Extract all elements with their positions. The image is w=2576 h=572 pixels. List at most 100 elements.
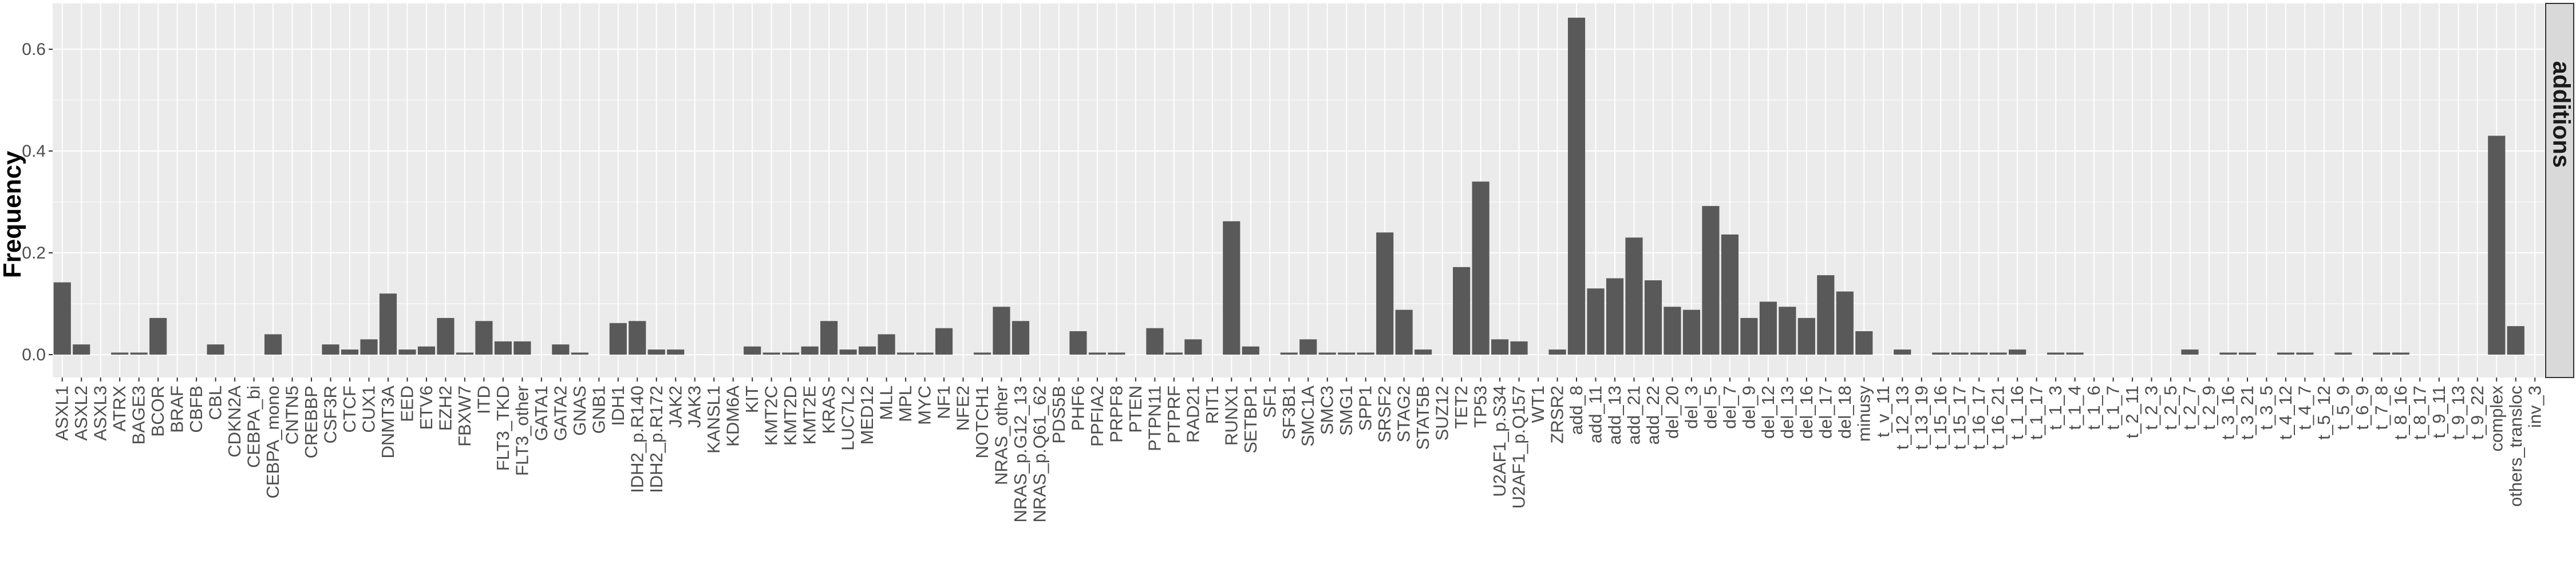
x-tick-label: CBL [206, 386, 226, 420]
bar-t_4_12 [2277, 352, 2295, 355]
bar-add_22 [1644, 280, 1662, 355]
x-tick-label: ITD [473, 386, 493, 414]
bar-KMT2C [762, 352, 780, 355]
x-tick-label: MPL [895, 386, 915, 422]
x-tick-label: t_8_17 [2409, 386, 2429, 440]
y-tick-label: 0.4 [22, 142, 46, 161]
bar-del_7 [1721, 234, 1739, 355]
x-tick-label: t_13_19 [1911, 386, 1931, 450]
x-tick-label: t_2_7 [2180, 386, 2200, 430]
bar-t_7_8 [2373, 352, 2391, 355]
bar-IDH1 [609, 323, 627, 355]
x-tick-label: t_16_21 [1988, 386, 2008, 450]
bar-t_5_9 [2334, 352, 2352, 355]
x-tick-label: CDKN2A [224, 386, 244, 458]
bar-TP53 [1472, 181, 1490, 355]
bar-del_5 [1702, 206, 1720, 355]
bar-EZH2 [437, 317, 455, 355]
x-tick-label: ASXL3 [90, 386, 110, 441]
x-tick-label: add_8 [1566, 386, 1586, 435]
bars [53, 17, 2524, 355]
x-tick-label: FLT3_other [512, 386, 532, 476]
x-tick-label: SUZ12 [1432, 386, 1452, 440]
x-tick-label: CEBPA_mono [263, 386, 283, 499]
x-tick-label: PHF6 [1068, 386, 1088, 431]
x-tick-label: t_7_8 [2371, 386, 2391, 430]
x-tick-label: t_9_13 [2448, 386, 2468, 440]
x-tick-label: SRSF2 [1374, 386, 1394, 443]
bar-MPL [896, 352, 915, 355]
x-tick-label: t_8_16 [2391, 386, 2411, 440]
x-tick-label: PTPN11 [1144, 386, 1164, 451]
x-tick-label: NFE2 [953, 386, 973, 431]
bar-ATRX [111, 352, 129, 355]
bar-t_3_16 [2219, 352, 2237, 355]
bar-t_2_7 [2181, 349, 2199, 355]
x-tick-label: t_9_11 [2429, 386, 2449, 439]
x-tick-label: t_4_12 [2275, 386, 2296, 440]
bar-CEBPA_mono [264, 334, 282, 355]
y-axis-ticks: 0.0 0.2 0.4 0.6 [22, 40, 53, 364]
bar-SPP1 [1357, 352, 1374, 355]
x-tick-label: BCOR [148, 386, 168, 437]
x-tick-label: add_22 [1643, 386, 1663, 444]
bar-CBL [207, 344, 224, 355]
x-tick-label: t_16_17 [1969, 386, 1989, 450]
x-tick-label: KMT2D [780, 386, 800, 446]
x-tick-label: CTCF [339, 386, 359, 433]
bar-CSF3R [322, 344, 339, 355]
x-tick-label: EED [397, 386, 417, 422]
x-tick-label: CEBPA_bi [244, 386, 264, 468]
x-tick-label: PDS5B [1049, 386, 1069, 444]
x-tick-label: add_11 [1586, 386, 1606, 443]
bar-KMT2D [782, 352, 800, 355]
bar-t_4_7 [2296, 352, 2314, 355]
x-tick-label: RIT1 [1202, 386, 1222, 424]
bar-others_transloc [2507, 326, 2524, 355]
bar-t_3_21 [2238, 352, 2257, 355]
x-tick-label: t_v_11 [1873, 386, 1893, 438]
x-tick-label: WT1 [1528, 386, 1548, 423]
bar-NOTCH1 [973, 352, 991, 355]
bar-PPFIA2 [1088, 352, 1106, 355]
x-tick-label: KMT2C [761, 386, 781, 446]
x-tick-label: STAT5B [1413, 386, 1433, 450]
x-tick-label: del_20 [1662, 386, 1682, 439]
x-tick-label: IDH2_p.R172 [646, 386, 666, 493]
bar-t_1_3 [2047, 352, 2065, 355]
x-tick-label: IDH1 [608, 386, 628, 426]
bar-minusy [1855, 331, 1873, 355]
bar-add_13 [1606, 278, 1624, 355]
bar-SF3B1 [1280, 352, 1298, 355]
bar-DNMT3A [379, 293, 397, 355]
x-tick-label: RUNX1 [1221, 386, 1241, 446]
bar-U2AF1_p.S34 [1491, 339, 1509, 355]
x-tick-label: NRAS_other [991, 386, 1011, 485]
x-tick-label: JAK2 [665, 386, 685, 428]
bar-t_16_17 [1970, 352, 1988, 355]
x-tick-label: t_1_17 [2026, 386, 2046, 440]
bar-GNAS [571, 352, 588, 355]
bar-PHF6 [1069, 331, 1087, 355]
x-tick-label: CREBBP [301, 386, 321, 458]
bar-GATA2 [552, 344, 570, 355]
bar-EED [398, 349, 416, 355]
bar-BAGE3 [130, 352, 148, 355]
x-tick-label: NRAS_p.Q61_62 [1029, 386, 1049, 523]
x-tick-label: minusy [1854, 386, 1874, 442]
bar-IDH2_p.R140 [629, 321, 646, 355]
x-tick-label: MLL [876, 386, 896, 420]
bar-FBXW7 [456, 352, 473, 355]
x-tick-label: t_6_9 [2352, 386, 2372, 430]
bar-t_1_16 [2009, 349, 2026, 355]
x-tick-label: t_5_9 [2333, 386, 2353, 430]
bar-ASXL2 [73, 344, 90, 355]
bar-t_8_16 [2392, 352, 2409, 355]
bar-PRPF8 [1108, 352, 1125, 355]
bar-KIT [744, 346, 761, 355]
bar-JAK2 [667, 349, 685, 355]
x-tick-label: t_3_21 [2237, 386, 2257, 440]
x-tick-label: NF1 [934, 386, 954, 419]
x-tick-label: PPFIA2 [1087, 386, 1107, 447]
bar-NF1 [935, 328, 953, 355]
